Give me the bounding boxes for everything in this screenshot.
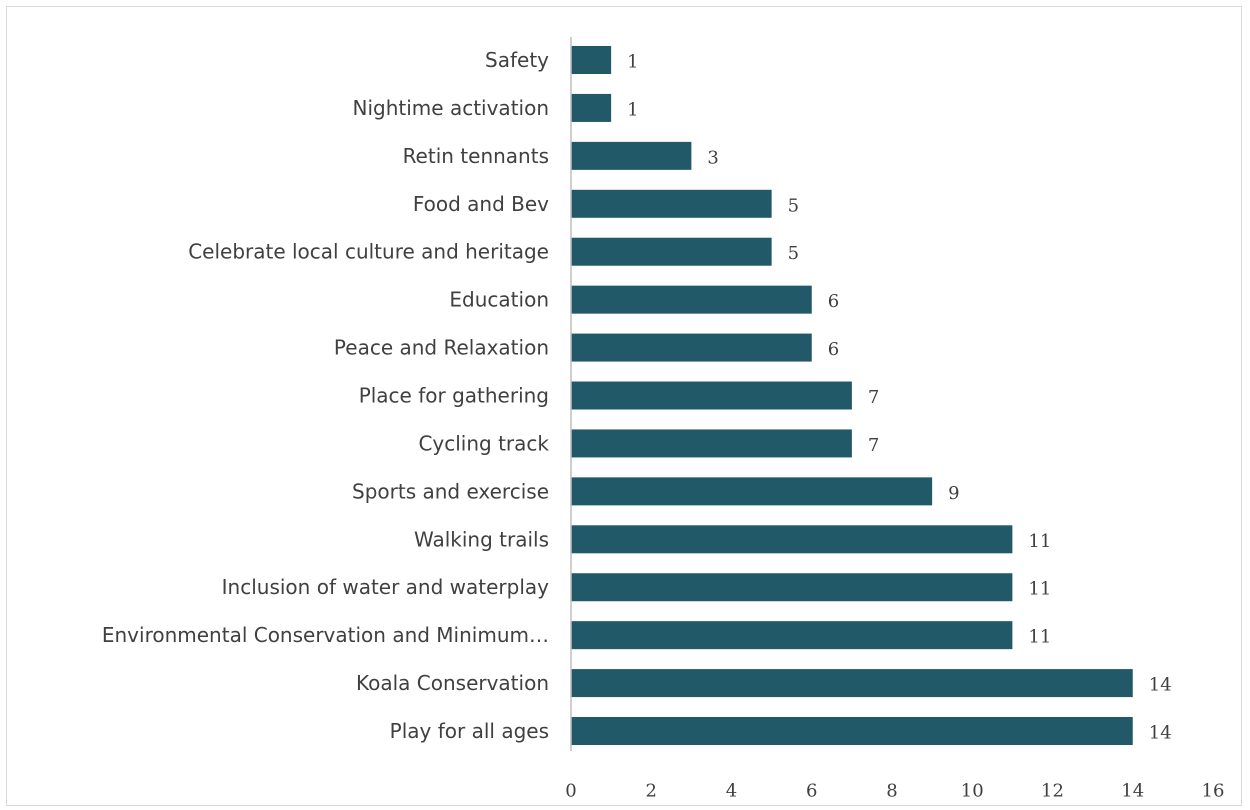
data-label: 3 <box>707 147 718 168</box>
x-tick-label: 4 <box>726 781 737 802</box>
data-label: 14 <box>1149 723 1172 744</box>
category-label: Peace and Relaxation <box>334 336 549 360</box>
x-tick-labels-group: 0 2 4 6 8 10 12 14 16 <box>565 781 1224 802</box>
chart-frame: Safety Nightime activation Retin tennants … <box>6 6 1242 806</box>
bar <box>571 717 1133 746</box>
category-label: Celebrate local culture and heritage <box>188 240 549 264</box>
category-label: Sports and exercise <box>352 479 549 503</box>
bar <box>571 381 852 410</box>
bar <box>571 141 692 170</box>
x-tick-label: 0 <box>565 781 576 802</box>
category-label: Retin tennants <box>403 144 549 168</box>
x-tick-label: 12 <box>1041 781 1064 802</box>
x-tick-label: 6 <box>806 781 817 802</box>
category-label: Inclusion of water and waterplay <box>222 575 549 599</box>
x-tick-label: 16 <box>1202 781 1225 802</box>
category-label: Education <box>449 288 549 312</box>
data-label: 11 <box>1028 531 1051 552</box>
data-label: 5 <box>788 195 799 216</box>
x-tick-label: 8 <box>886 781 897 802</box>
bar <box>571 93 612 122</box>
bar <box>571 429 852 458</box>
bar <box>571 189 772 218</box>
bar <box>571 285 812 314</box>
category-label: Food and Bev <box>413 192 549 216</box>
category-label: Nightime activation <box>353 96 549 120</box>
category-label: Place for gathering <box>359 384 549 408</box>
data-label: 1 <box>627 99 638 120</box>
data-label: 1 <box>627 52 638 73</box>
x-tick-label: 10 <box>961 781 984 802</box>
bar <box>571 46 612 74</box>
bars-group <box>571 46 1133 746</box>
data-label: 5 <box>788 243 799 264</box>
category-label: Koala Conservation <box>356 671 549 695</box>
data-label: 7 <box>868 435 879 456</box>
bar <box>571 237 772 266</box>
data-label: 7 <box>868 387 879 408</box>
bar <box>571 333 812 362</box>
bar <box>571 573 1013 602</box>
x-tick-label: 2 <box>646 781 657 802</box>
bar <box>571 477 933 506</box>
category-label: Safety <box>485 48 549 72</box>
bar <box>571 525 1013 554</box>
category-label: Walking trails <box>414 527 549 551</box>
bar <box>571 669 1133 698</box>
data-label: 14 <box>1149 675 1172 696</box>
data-label: 6 <box>828 291 839 312</box>
category-label: Play for all ages <box>390 719 549 743</box>
data-label: 11 <box>1028 627 1051 648</box>
data-label: 9 <box>948 483 959 504</box>
data-label: 6 <box>828 339 839 360</box>
x-tick-label: 14 <box>1121 781 1144 802</box>
bar <box>571 621 1013 650</box>
category-label: Environmental Conservation and Minimum… <box>102 623 549 647</box>
category-label: Cycling track <box>418 431 549 455</box>
data-label: 11 <box>1028 579 1051 600</box>
